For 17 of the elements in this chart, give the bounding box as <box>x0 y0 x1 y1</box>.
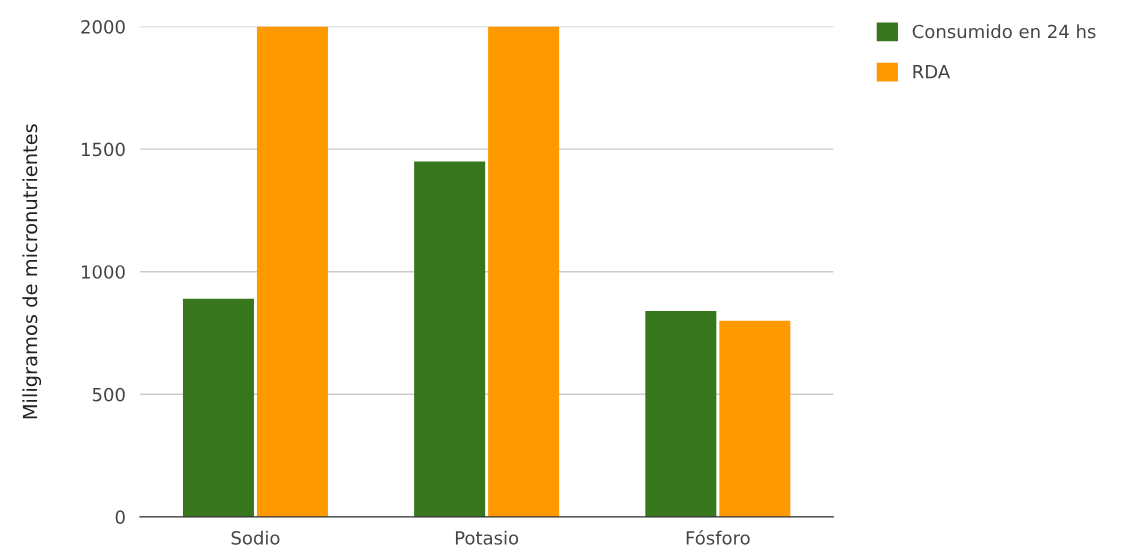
y-axis-title: Miligramos de micronutrientes <box>22 124 42 419</box>
bar <box>645 310 717 517</box>
bar <box>414 161 486 517</box>
y-tick-label: 1500 <box>81 142 125 157</box>
y-tick-label: 2000 <box>81 20 125 34</box>
y-tick-label: 500 <box>92 387 125 402</box>
bar <box>182 298 254 517</box>
x-tick-label: Sodio <box>231 530 280 545</box>
bar <box>719 320 791 517</box>
x-tick-label: Potasio <box>455 530 519 545</box>
bar <box>256 26 328 517</box>
x-tick-label: Fósforo <box>686 530 750 545</box>
legend-label: Consumido en 24 hs <box>912 24 1096 39</box>
y-tick-label: 1000 <box>81 265 125 279</box>
bar <box>488 26 560 517</box>
legend-label: RDA <box>913 65 951 79</box>
y-tick-label: 0 <box>115 510 125 524</box>
